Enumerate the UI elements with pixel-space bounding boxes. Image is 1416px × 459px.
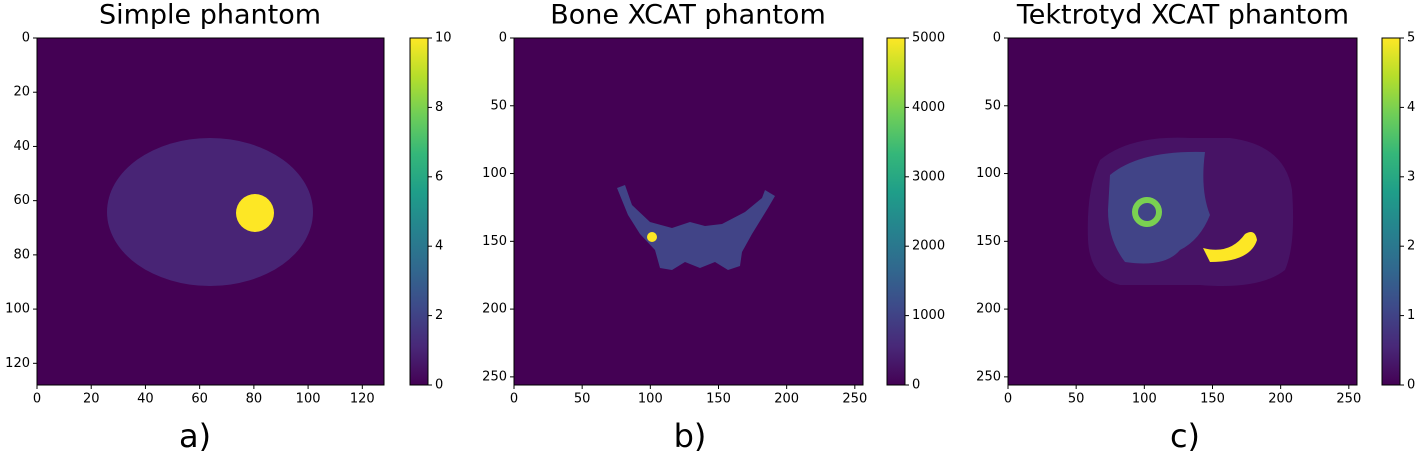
lesion [1132, 197, 1162, 227]
y-tick-label: 100 [976, 166, 1001, 181]
ellipse [107, 138, 313, 286]
insert [236, 194, 274, 232]
colorbar-tick-label: 3 [1407, 169, 1415, 184]
x-tick-label: 50 [574, 392, 591, 407]
colorbar-tick-label: 0 [1407, 378, 1415, 393]
x-tick-label: 50 [1068, 392, 1085, 407]
y-tick-label: 250 [976, 369, 1001, 384]
caption: c) [1170, 417, 1200, 455]
axes-frame [1007, 37, 1358, 386]
axes-frame [36, 37, 385, 386]
images [37, 38, 1357, 385]
x-tick-label: 150 [1200, 392, 1225, 407]
y-tick-label: 40 [13, 139, 30, 154]
colorbar-tick-label: 5000 [912, 31, 945, 46]
bone [617, 185, 775, 270]
colorbar-tick-label: 0 [912, 378, 920, 393]
y-tick-label: 60 [13, 193, 30, 208]
caption: b) [674, 417, 707, 455]
colorbar-tick-label: 4 [435, 239, 443, 254]
title: Tektrotyd XCAT phantom [1016, 0, 1349, 31]
x-tick-label: 200 [1268, 392, 1293, 407]
x-tick-label: 40 [137, 392, 154, 407]
colorbar-tick-label: 4000 [912, 100, 945, 115]
phantom-shapes [107, 137, 1294, 286]
colorbar-tick-label: 10 [435, 31, 452, 46]
y-tick-label: 100 [5, 302, 30, 317]
kidney [1203, 232, 1257, 262]
y-tick-label: 50 [490, 98, 507, 113]
x-tick-label: 100 [296, 392, 321, 407]
y-tick-label: 150 [976, 234, 1001, 249]
x-tick-label: 150 [706, 392, 731, 407]
colorbar [409, 37, 429, 386]
caption: a) [179, 417, 211, 455]
image-background [514, 38, 863, 385]
y-tick-label: 150 [482, 234, 507, 249]
colorbar-tick-label: 2 [1407, 239, 1415, 254]
x-tick-label: 100 [1132, 392, 1157, 407]
y-tick-label: 100 [482, 166, 507, 181]
colorbar-tick-label: 1 [1407, 308, 1415, 323]
colorbar-tick-label: 8 [435, 100, 443, 115]
title: Bone XCAT phantom [550, 0, 826, 31]
x-tick-label: 60 [191, 392, 208, 407]
x-tick-label: 250 [1336, 392, 1361, 407]
colorbar-tick-label: 0 [435, 378, 443, 393]
x-tick-label: 100 [638, 392, 663, 407]
x-tick-label: 80 [246, 392, 263, 407]
colorbar [1381, 37, 1401, 386]
y-tick-label: 80 [13, 247, 30, 262]
y-tick-label: 50 [984, 98, 1001, 113]
x-tick-label: 200 [774, 392, 799, 407]
insert [647, 232, 657, 242]
colorbar-tick-label: 2 [435, 308, 443, 323]
y-tick-label: 0 [499, 31, 507, 46]
y-tick-label: 250 [482, 369, 507, 384]
x-tick-label: 0 [33, 392, 41, 407]
x-tick-label: 20 [83, 392, 100, 407]
y-tick-label: 200 [482, 302, 507, 317]
title: Simple phantom [99, 0, 321, 31]
x-tick-label: 0 [510, 392, 518, 407]
x-tick-label: 250 [842, 392, 867, 407]
colorbar-tick-label: 2000 [912, 239, 945, 254]
colorbar-tick-label: 6 [435, 169, 443, 184]
colorbar-tick-label: 5 [1407, 31, 1415, 46]
y-tick-label: 200 [976, 302, 1001, 317]
y-tick-label: 20 [13, 85, 30, 100]
colorbar [886, 37, 906, 386]
colorbar-tick-label: 4 [1407, 100, 1415, 115]
x-tick-label: 0 [1004, 392, 1012, 407]
colorbar-tick-label: 1000 [912, 308, 945, 323]
axes-frame [513, 37, 864, 386]
colorbar-tick-label: 3000 [912, 169, 945, 184]
y-tick-label: 0 [993, 31, 1001, 46]
y-tick-label: 0 [22, 31, 30, 46]
y-tick-label: 120 [5, 356, 30, 371]
x-tick-label: 120 [350, 392, 375, 407]
